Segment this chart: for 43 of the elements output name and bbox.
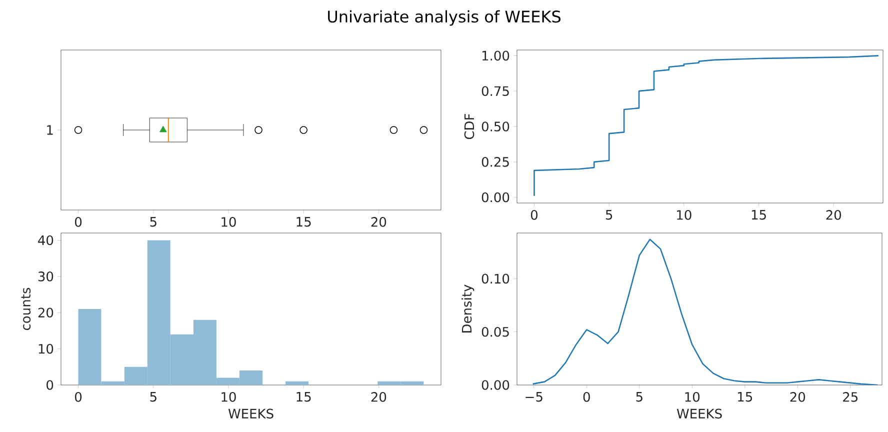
x-tick-label: 15 [738,392,752,402]
x-tick-label: 25 [843,392,858,402]
x-axis-title: WEEKS [676,408,722,419]
x-tick-label: 5 [150,217,156,227]
line-series [534,55,880,197]
x-tick-label: 20 [790,392,806,402]
y-tick-label: 30 [38,272,54,282]
x-axis-title: WEEKS [228,408,274,419]
y-tick-label: 40 [38,235,54,246]
x-tick-label: 10 [222,217,236,227]
x-tick-label: 5 [606,210,612,220]
y-tick-label: 1.00 [482,50,510,61]
x-tick-label: 0 [75,217,82,227]
y-tick-label: 0.25 [482,157,509,167]
y-tick-label: 1 [47,125,53,135]
x-tick-label: 5 [150,392,156,402]
x-tick-label: 20 [371,392,386,402]
x-tick-label: 5 [636,392,642,402]
y-tick-label: 0.75 [482,86,509,96]
x-tick-label: 0 [583,392,590,402]
y-tick-label: 0 [46,380,54,390]
y-tick-label: 0.00 [482,192,510,202]
y-axis-title: counts [21,288,31,330]
x-tick-label: 15 [296,392,311,402]
x-tick-label: 20 [826,210,842,220]
x-tick-label: 20 [371,217,386,227]
y-tick-label: 0.10 [482,274,510,284]
y-tick-label: 0.50 [482,122,510,132]
chart-title: Univariate analysis of WEEKS [328,10,560,26]
y-tick-label: 0.00 [482,380,510,390]
x-tick-label: 10 [685,392,700,402]
x-tick-label: −5 [526,392,542,402]
x-tick-label: 0 [75,392,82,402]
x-tick-label: 15 [752,210,766,220]
x-tick-label: 10 [222,392,236,402]
y-axis-title: Density [462,284,474,332]
x-tick-label: 15 [296,217,311,227]
x-tick-label: 10 [677,210,692,220]
y-tick-label: 20 [38,308,54,318]
y-tick-label: 10 [38,344,54,354]
x-tick-label: 0 [530,210,538,220]
y-axis-title: CDF [464,114,474,140]
y-tick-label: 0.05 [482,326,509,337]
